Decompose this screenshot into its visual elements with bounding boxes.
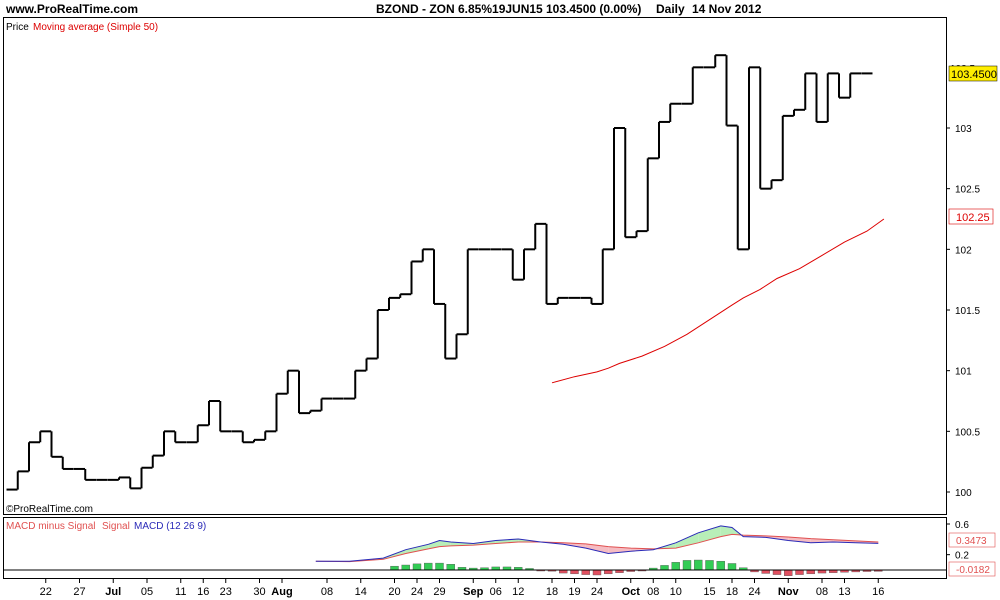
x-tick-label: 08: [321, 586, 333, 598]
macd-value-label: 0.3473: [956, 536, 987, 547]
histogram-bar: [592, 569, 602, 576]
histogram-bar: [435, 562, 444, 571]
macd-histogram: [390, 559, 883, 576]
date: 14 Nov 2012: [692, 2, 762, 16]
macd-fill-segment: [720, 525, 732, 537]
moving-average-line: [551, 218, 885, 384]
x-tick-label: 08: [816, 586, 828, 598]
macd-fill-segment: [698, 525, 721, 543]
price-y-tick-label: 102: [955, 245, 972, 256]
histogram-bar: [581, 569, 590, 575]
price-y-tick-label: 100: [955, 488, 972, 499]
histogram-bar: [795, 569, 804, 575]
x-tick-label: 13: [838, 586, 850, 598]
x-tick-label: 08: [647, 586, 659, 598]
histogram-value-label: -0.0182: [956, 565, 990, 576]
macd-panel-frame: [3, 517, 947, 579]
x-tick-label: 23: [220, 586, 232, 598]
legend-moving-average: Moving average (Simple 50): [33, 22, 158, 33]
x-tick-label: 20: [388, 586, 400, 598]
histogram-bar: [716, 560, 725, 571]
x-tick-label: 29: [433, 586, 445, 598]
histogram-bar: [727, 563, 737, 571]
x-tick-label: 18: [726, 586, 738, 598]
last-price-badge: [948, 65, 998, 82]
x-tick-label: Aug: [271, 586, 292, 598]
x-tick-label: 24: [591, 586, 603, 598]
x-tick-label: Nov: [778, 586, 800, 598]
macd-fill-segment: [405, 544, 429, 554]
histogram-bar: [401, 564, 410, 571]
legend-signal: Signal: [102, 521, 130, 532]
x-tick-label: 14: [355, 586, 367, 598]
x-tick-label: Oct: [622, 586, 641, 598]
legend-macd-minus-signal: MACD minus Signal: [6, 521, 95, 532]
x-tick-label: 27: [73, 586, 85, 598]
histogram-bar: [412, 563, 422, 571]
macd-line: [315, 525, 879, 562]
histogram-bar: [806, 569, 815, 575]
x-tick-label: 16: [197, 586, 209, 598]
histogram-badge: [948, 561, 996, 577]
period: Daily: [656, 2, 685, 16]
histogram-bar: [390, 565, 399, 571]
x-tick-label: 22: [40, 586, 52, 598]
x-tick-label: 30: [253, 586, 265, 598]
macd-y-tick-label: 0.6: [955, 520, 969, 531]
histogram-bar: [446, 564, 455, 571]
x-tick-label: Sep: [463, 586, 483, 598]
x-tick-label: 12: [512, 586, 524, 598]
x-tick-label: 19: [568, 586, 580, 598]
macd-y-tick-label: 0.2: [955, 551, 969, 562]
signal-line: [315, 533, 879, 563]
quote: 103.4500 (0.00%): [546, 2, 642, 16]
histogram-bar: [570, 569, 579, 575]
x-tick-label: 24: [748, 586, 760, 598]
macd-fill-segment: [675, 532, 699, 549]
histogram-bar: [682, 560, 692, 571]
price-y-tick-label: 101: [955, 367, 972, 378]
time-x-axis: 22 27 Jul 05 11 16 23 30 Aug 08 14 20 24 29 Sep 06 12 18 1…: [40, 579, 884, 598]
price-y-axis: 100 100.5 101 101.5 102 102.5 103: [946, 124, 980, 499]
x-tick-label: 24: [411, 586, 423, 598]
price-y-tick-label: 103: [955, 124, 972, 135]
x-tick-label: 16: [872, 586, 884, 598]
macd-fill-segment: [608, 546, 631, 554]
macd-signal-fill: [315, 525, 879, 562]
price-panel-frame: [3, 17, 947, 515]
last-price-label: 103.4500: [951, 69, 997, 81]
macd-badge: [948, 532, 996, 548]
ma-badge: [948, 208, 994, 225]
price-y-tick-label: 102.5: [955, 185, 980, 196]
histogram-bar: [784, 569, 793, 576]
histogram-bar: [761, 569, 770, 574]
x-tick-label: 05: [141, 586, 153, 598]
histogram-bar: [705, 560, 714, 571]
x-tick-label: 11: [175, 586, 186, 598]
x-tick-label: 06: [490, 586, 502, 598]
histogram-bar: [424, 562, 433, 571]
histogram-bar: [772, 569, 782, 575]
price-y-tick-label: 100.5: [955, 427, 980, 438]
x-tick-label: 10: [670, 586, 682, 598]
macd-y-axis: 0.6 0.2: [946, 520, 969, 562]
x-tick-label: Jul: [105, 586, 121, 598]
watermark: ©ProRealTime.com: [6, 504, 93, 515]
legend-price: Price: [6, 22, 29, 33]
price-series: [6, 54, 873, 491]
price-y-tick-label: 101.5: [955, 306, 980, 317]
legend-macd: MACD (12 26 9): [134, 521, 206, 532]
histogram-bar: [671, 562, 680, 571]
ma-value-label: 102.25: [956, 212, 990, 224]
histogram-bar: [694, 559, 703, 571]
x-tick-label: 15: [703, 586, 715, 598]
histogram-bar: [660, 565, 669, 571]
instrument-name: BZOND - ZON 6.85%19JUN15: [376, 2, 543, 16]
x-tick-label: 18: [546, 586, 558, 598]
site-title[interactable]: www.ProRealTime.com: [6, 2, 139, 16]
histogram-bar: [604, 569, 613, 575]
